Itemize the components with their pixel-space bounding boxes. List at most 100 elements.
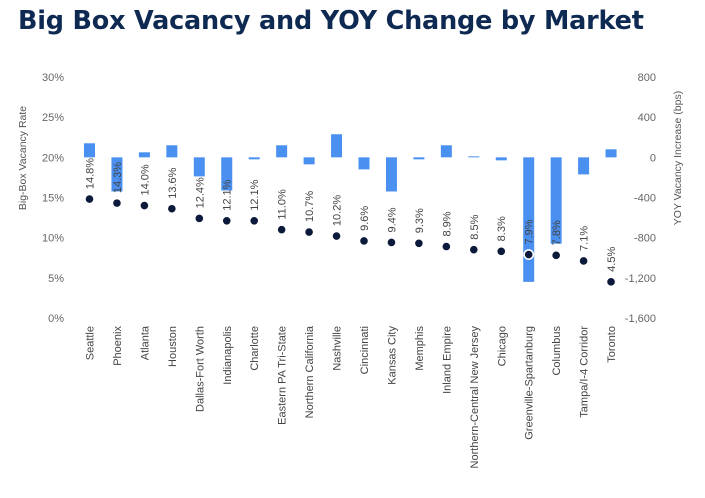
bar [385,157,397,192]
data-label: 10.2% [332,195,344,226]
category-label: Eastern PA Tri-State [277,326,289,425]
data-point [111,197,123,209]
left-axis-tick: 25% [42,112,64,124]
category-label: Atlanta [139,325,151,360]
data-point [468,244,480,256]
bar [440,145,452,158]
category-label: Northern California [304,325,316,418]
data-label: 14.8% [85,158,97,189]
bar [495,157,507,161]
data-label: 14.3% [112,162,124,193]
bar [276,145,288,158]
category-label: Indianapolis [222,326,234,385]
data-label: 14.0% [139,164,151,195]
data-label: 13.6% [167,167,179,198]
data-point [440,241,452,252]
category-label: Inland Empire [441,326,453,394]
bar [193,157,205,177]
left-axis-tick: 30% [42,72,64,84]
category-label: Seattle [85,326,97,360]
category-label: Columbus [551,326,563,376]
bar [248,157,260,160]
left-axis-tick: 0% [48,313,64,325]
bar [84,143,95,158]
right-axis-ticks: -1,600 -1,200 -800 -400 0 400 800 [625,72,656,325]
left-axis-title: Big-Box Vacancy Rate [17,106,29,210]
data-point [523,249,535,260]
right-axis-tick: 0 [650,152,656,164]
data-point [138,200,150,211]
data-point [413,237,425,249]
bar [221,157,233,191]
data-label: 10.7% [304,191,316,222]
right-axis-tick: -1,200 [625,273,656,285]
category-label: Cincinnati [359,326,371,374]
data-label: 7.9% [524,219,536,244]
bar [138,152,150,158]
left-axis-tick: 5% [48,273,64,285]
category-label: Dallas-Fort Worth [194,326,206,412]
left-axis-tick: 20% [42,152,64,164]
right-axis-tick: 800 [638,72,656,84]
category-label: Tampa/I-4 Corridor [579,326,591,418]
right-axis-tick: -1,600 [625,313,656,325]
data-label: 9.3% [414,208,426,233]
data-point [358,235,370,247]
right-axis-tick: -800 [634,233,656,245]
bar-series [84,134,617,282]
data-label: 8.9% [441,211,453,236]
category-labels: Seattle Phoenix Atlanta Houston Dallas-Fort … [85,325,619,468]
data-label: 9.6% [359,206,371,231]
bar [111,157,123,192]
category-label: Kansas City [386,326,398,385]
bar [523,157,535,282]
data-point [331,230,342,242]
bar [605,149,617,158]
category-label: Greenville-Spartanburg [524,326,536,440]
data-point [550,249,562,261]
data-label: 9.4% [386,207,398,232]
data-label: 8.5% [469,214,481,239]
bar [303,157,315,165]
right-axis-tick: -400 [634,193,656,205]
data-point [386,237,397,248]
bar [468,156,480,158]
left-axis-tick: 10% [42,233,64,245]
right-axis-tick: 400 [638,112,656,124]
data-label: 7.1% [579,226,591,251]
data-point [578,255,589,267]
data-point [605,276,617,288]
bar [166,145,178,158]
data-label: 12.1% [249,179,261,210]
data-point [248,215,260,227]
data-label: 11.0% [277,189,289,220]
bar [331,134,343,158]
data-point [166,203,178,215]
category-label: Houston [167,326,179,367]
data-point [193,212,205,224]
data-label: 8.3% [496,216,508,241]
data-label: 4.5% [606,247,618,272]
bar [358,157,370,170]
data-label: 7.8% [551,220,563,245]
bar [550,157,562,244]
category-label: Toronto [606,326,618,363]
data-point [303,226,315,238]
category-label: Chicago [496,326,508,366]
category-label: Charlotte [249,326,261,371]
left-axis-ticks: 0% 5% 10% 15% 20% 25% 30% [42,72,64,325]
chart-title: Big Box Vacancy and YOY Change by Market [18,6,644,36]
point-series [84,193,617,288]
bar [578,157,590,175]
data-point [495,245,507,257]
category-label: Nashville [332,326,344,371]
category-label: Memphis [414,326,426,371]
bar [413,157,425,160]
left-axis-tick: 15% [42,193,64,205]
data-point [276,224,288,236]
category-label: Phoenix [112,326,124,366]
category-label: Northern-Central New Jersey [469,326,481,469]
data-point [221,215,233,227]
data-point [84,193,95,205]
